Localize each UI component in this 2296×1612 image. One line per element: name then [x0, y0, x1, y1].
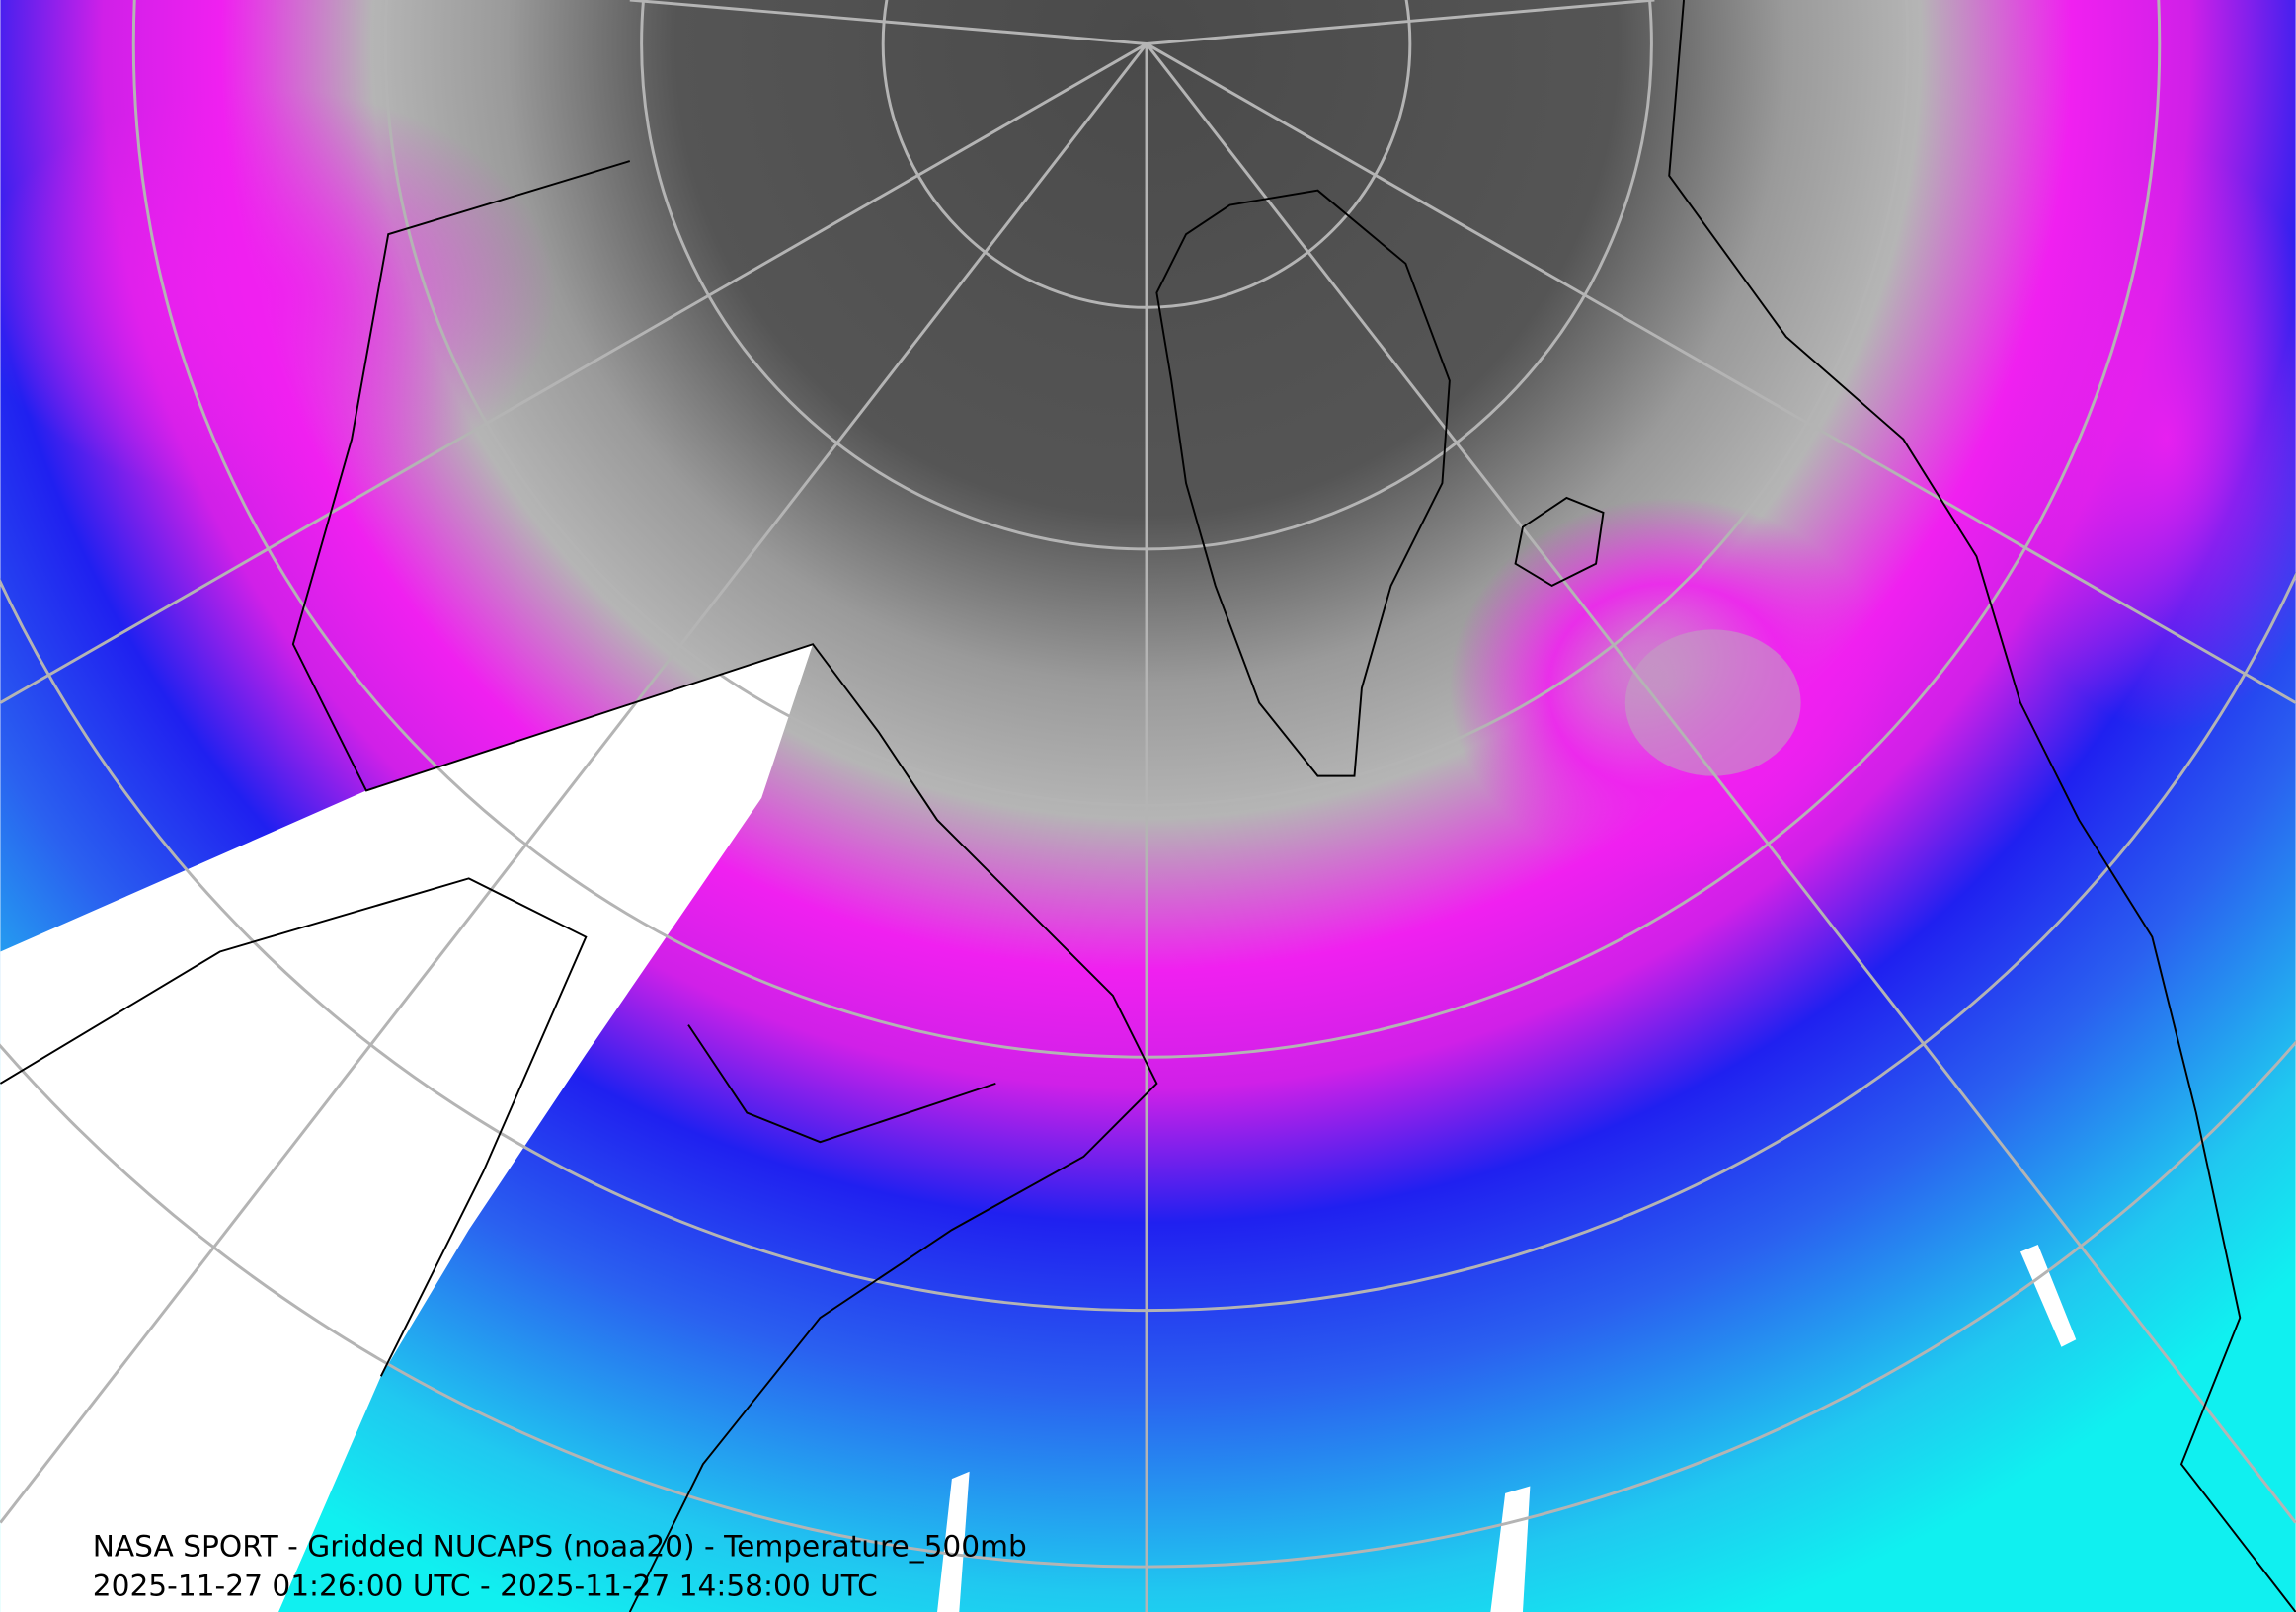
no-data-region: [0, 644, 814, 1612]
meridian: [1146, 0, 1655, 45]
north-america-coast: [291, 160, 1158, 1612]
no-data-region: [2019, 1244, 2077, 1347]
caption-time-range: 2025-11-27 01:26:00 UTC - 2025-11-27 14:…: [93, 1569, 878, 1603]
meridian: [0, 42, 1148, 704]
great-lakes: [687, 1024, 996, 1144]
meridian: [629, 0, 1148, 45]
meridian: [1145, 42, 2296, 1524]
europe-coast: [1668, 0, 2296, 1612]
us-border: [0, 877, 588, 1377]
meridian: [0, 42, 1148, 1524]
no-data-region: [1490, 1486, 1531, 1612]
caption-title: NASA SPORT - Gridded NUCAPS (noaa20) - T…: [93, 1529, 1027, 1564]
meridian: [1146, 42, 2296, 704]
iceland: [1514, 496, 1605, 588]
no-data-region: [937, 1471, 970, 1612]
greenland: [1155, 189, 1451, 777]
swirl-core: [1624, 629, 1801, 776]
temperature-band-west: [0, 87, 557, 498]
temperature-band-east: [1991, 146, 2296, 733]
